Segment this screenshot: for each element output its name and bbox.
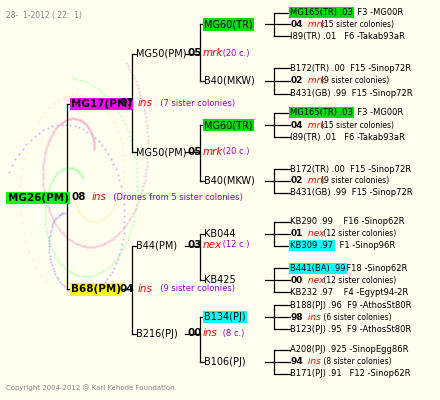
- Text: B188(PJ) .96  F9 -AthosSt80R: B188(PJ) .96 F9 -AthosSt80R: [290, 301, 412, 310]
- Text: mrk: mrk: [305, 176, 326, 186]
- Text: 02: 02: [290, 176, 303, 186]
- Text: MG60(TR): MG60(TR): [204, 120, 253, 130]
- Text: ins: ins: [305, 313, 321, 322]
- Text: MG17(PM): MG17(PM): [71, 99, 132, 109]
- Text: 00: 00: [290, 276, 303, 285]
- Text: B123(PJ) .95  F9 -AthosSt80R: B123(PJ) .95 F9 -AthosSt80R: [290, 324, 412, 334]
- Text: mrk: mrk: [203, 48, 223, 58]
- Text: 05: 05: [187, 146, 202, 156]
- Text: (8 c.): (8 c.): [220, 328, 244, 338]
- Text: 04: 04: [120, 284, 134, 294]
- Text: B172(TR) .00  F15 -Sinop72R: B172(TR) .00 F15 -Sinop72R: [290, 164, 411, 174]
- Text: nex: nex: [203, 240, 222, 250]
- Text: F1 -Sinop96R: F1 -Sinop96R: [329, 241, 396, 250]
- Text: 98: 98: [290, 313, 303, 322]
- Text: MG165(TR) .03: MG165(TR) .03: [290, 108, 353, 117]
- Text: ins: ins: [305, 357, 321, 366]
- Text: mrk: mrk: [305, 20, 326, 29]
- Text: B431(GB) .99  F15 -Sinop72R: B431(GB) .99 F15 -Sinop72R: [290, 89, 413, 98]
- Text: (9 sister colonies): (9 sister colonies): [321, 176, 389, 186]
- Text: ins: ins: [203, 328, 217, 338]
- Text: (12 sister colonies): (12 sister colonies): [321, 276, 396, 285]
- Text: B172(TR) .00  F15 -Sinop72R: B172(TR) .00 F15 -Sinop72R: [290, 64, 411, 73]
- Text: KB290 .99    F16 -Sinop62R: KB290 .99 F16 -Sinop62R: [290, 217, 405, 226]
- Text: mrk: mrk: [305, 121, 326, 130]
- Text: Copyright 2004-2012 @ Karl Kehode Foundation.: Copyright 2004-2012 @ Karl Kehode Founda…: [6, 385, 176, 392]
- Text: B40(MKW): B40(MKW): [204, 76, 255, 86]
- Text: (12 sister colonies): (12 sister colonies): [321, 229, 396, 238]
- Text: 03: 03: [187, 240, 202, 250]
- Text: ins: ins: [91, 192, 106, 202]
- Text: (15 sister colonies): (15 sister colonies): [321, 20, 394, 29]
- Text: ins: ins: [138, 284, 153, 294]
- Text: A208(PJ) .925 -SinopEgg86R: A208(PJ) .925 -SinopEgg86R: [290, 345, 409, 354]
- Text: B44(PM): B44(PM): [136, 241, 178, 251]
- Text: (12 c.): (12 c.): [220, 240, 249, 249]
- Text: B134(PJ): B134(PJ): [204, 312, 246, 322]
- Text: (20 c.): (20 c.): [220, 48, 249, 58]
- Text: 05: 05: [187, 48, 202, 58]
- Text: 04: 04: [290, 20, 303, 29]
- Text: B431(GB) .99  F15 -Sinop72R: B431(GB) .99 F15 -Sinop72R: [290, 188, 413, 197]
- Text: 00: 00: [187, 328, 202, 338]
- Text: B40(MKW): B40(MKW): [204, 176, 255, 186]
- Text: MG60(TR): MG60(TR): [204, 20, 253, 30]
- Text: KB425: KB425: [204, 275, 236, 285]
- Text: F18 -Sinop62R: F18 -Sinop62R: [341, 264, 407, 273]
- Text: (Drones from 5 sister colonies): (Drones from 5 sister colonies): [108, 193, 243, 202]
- Text: KB309 .97: KB309 .97: [290, 241, 334, 250]
- Text: B106(PJ): B106(PJ): [204, 357, 246, 367]
- Text: nex: nex: [305, 229, 324, 238]
- Text: (9 sister colonies): (9 sister colonies): [321, 76, 389, 85]
- Text: 94: 94: [290, 357, 303, 366]
- Text: ins: ins: [138, 98, 153, 108]
- Text: MG26(PM): MG26(PM): [8, 193, 69, 203]
- Text: 08: 08: [71, 192, 85, 202]
- Text: 02: 02: [290, 76, 303, 85]
- Text: KB232 .97    F4 -Egypt94-2R: KB232 .97 F4 -Egypt94-2R: [290, 288, 409, 297]
- Text: B68(PM): B68(PM): [71, 284, 121, 294]
- Text: B216(PJ): B216(PJ): [136, 329, 178, 339]
- Text: 01: 01: [290, 229, 303, 238]
- Text: 04: 04: [290, 121, 303, 130]
- Text: nex: nex: [305, 276, 324, 285]
- Text: (7 sister colonies): (7 sister colonies): [154, 98, 235, 108]
- Text: 28-  1-2012 ( 22:  1): 28- 1-2012 ( 22: 1): [6, 11, 81, 20]
- Text: F3 -MG00R: F3 -MG00R: [352, 8, 403, 17]
- Text: KB044: KB044: [204, 229, 235, 239]
- Text: (8 sister colonies): (8 sister colonies): [321, 357, 391, 366]
- Text: mrk: mrk: [305, 76, 326, 85]
- Text: (15 sister colonies): (15 sister colonies): [321, 121, 394, 130]
- Text: MG50(PM): MG50(PM): [136, 49, 187, 59]
- Text: B171(PJ) .91   F12 -Sinop62R: B171(PJ) .91 F12 -Sinop62R: [290, 369, 411, 378]
- Text: MG165(TR) .03: MG165(TR) .03: [290, 8, 353, 17]
- Text: I89(TR) .01   F6 -Takab93aR: I89(TR) .01 F6 -Takab93aR: [290, 32, 405, 41]
- Text: 07: 07: [120, 98, 134, 108]
- Text: (6 sister colonies): (6 sister colonies): [321, 313, 392, 322]
- Text: B441(BA) .99: B441(BA) .99: [290, 264, 346, 273]
- Text: mrk: mrk: [203, 146, 223, 156]
- Text: (9 sister colonies): (9 sister colonies): [154, 284, 235, 293]
- Text: F3 -MG00R: F3 -MG00R: [352, 108, 403, 117]
- Text: (20 c.): (20 c.): [220, 147, 249, 156]
- Text: I89(TR) .01   F6 -Takab93aR: I89(TR) .01 F6 -Takab93aR: [290, 133, 405, 142]
- Text: MG50(PM): MG50(PM): [136, 147, 187, 157]
